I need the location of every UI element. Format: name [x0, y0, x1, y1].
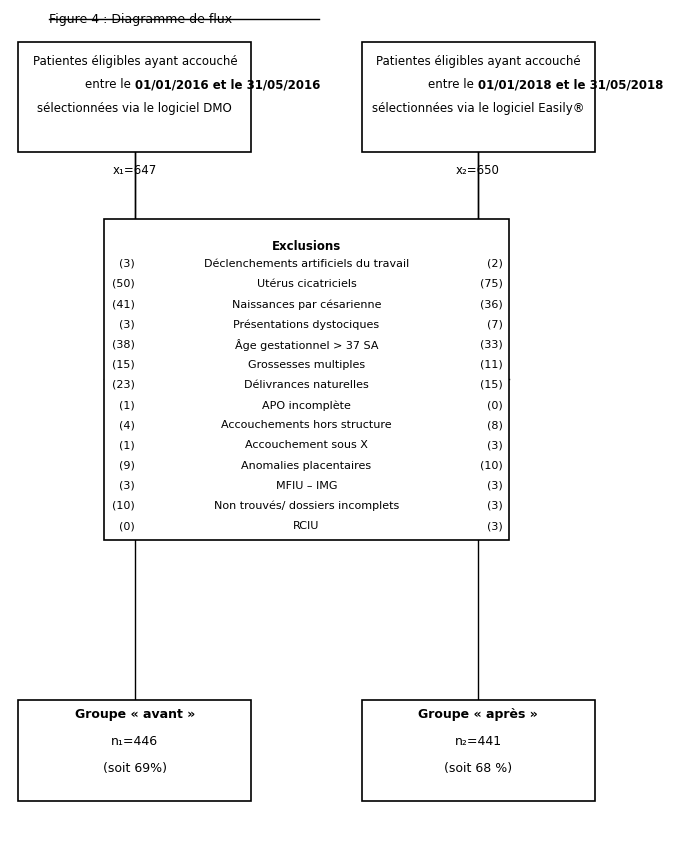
- Text: (soit 69%): (soit 69%): [103, 762, 167, 775]
- Text: Anomalies placentaires: Anomalies placentaires: [241, 460, 372, 470]
- Text: (3): (3): [119, 481, 135, 491]
- FancyBboxPatch shape: [361, 700, 595, 801]
- Text: (15): (15): [112, 360, 135, 370]
- Text: Naissances par césarienne: Naissances par césarienne: [232, 299, 381, 309]
- FancyBboxPatch shape: [18, 700, 251, 801]
- Text: (3): (3): [487, 440, 503, 450]
- Text: x₂=650: x₂=650: [456, 164, 500, 177]
- Text: (15): (15): [480, 380, 503, 389]
- Text: Patientes éligibles ayant accouché: Patientes éligibles ayant accouché: [33, 55, 237, 67]
- FancyBboxPatch shape: [361, 42, 595, 152]
- Text: entre le: entre le: [428, 78, 478, 91]
- Text: MFIU – IMG: MFIU – IMG: [276, 481, 337, 491]
- Text: n₁=446: n₁=446: [111, 735, 158, 748]
- Text: (10): (10): [112, 501, 135, 511]
- Text: (23): (23): [112, 380, 135, 389]
- Text: Utérus cicatriciels: Utérus cicatriciels: [256, 279, 356, 289]
- Text: Accouchement sous X: Accouchement sous X: [245, 440, 368, 450]
- Text: (4): (4): [119, 420, 135, 430]
- Text: Accouchements hors structure: Accouchements hors structure: [221, 420, 391, 430]
- Text: (soit 68 %): (soit 68 %): [444, 762, 512, 775]
- Text: (38): (38): [112, 340, 135, 350]
- Text: entre le: entre le: [85, 78, 135, 91]
- Text: (9): (9): [119, 460, 135, 470]
- Text: (7): (7): [487, 319, 503, 330]
- Text: Patientes éligibles ayant accouché: Patientes éligibles ayant accouché: [376, 55, 580, 67]
- Text: (75): (75): [479, 279, 503, 289]
- Text: (3): (3): [487, 481, 503, 491]
- Text: (50): (50): [112, 279, 135, 289]
- Text: APO incomplète: APO incomplète: [262, 400, 351, 411]
- Text: (3): (3): [487, 521, 503, 531]
- Text: (1): (1): [119, 440, 135, 450]
- Text: sélectionnées via le logiciel DMO: sélectionnées via le logiciel DMO: [38, 102, 232, 115]
- Text: Déclenchements artificiels du travail: Déclenchements artificiels du travail: [204, 259, 409, 269]
- FancyBboxPatch shape: [18, 42, 251, 152]
- Text: 01/01/2016 et le 31/05/2016: 01/01/2016 et le 31/05/2016: [135, 78, 321, 91]
- Text: RCIU: RCIU: [293, 521, 320, 531]
- Text: (3): (3): [487, 501, 503, 511]
- Text: (36): (36): [480, 299, 503, 309]
- Text: n₂=441: n₂=441: [454, 735, 502, 748]
- Text: (41): (41): [112, 299, 135, 309]
- Text: Figure 4 : Diagramme de flux: Figure 4 : Diagramme de flux: [49, 13, 232, 25]
- Text: (3): (3): [119, 259, 135, 269]
- FancyBboxPatch shape: [104, 219, 509, 540]
- Text: (1): (1): [119, 400, 135, 410]
- Text: Délivrances naturelles: Délivrances naturelles: [244, 380, 369, 389]
- Text: Présentations dystociques: Présentations dystociques: [233, 319, 379, 330]
- Text: (2): (2): [487, 259, 503, 269]
- Text: (0): (0): [487, 400, 503, 410]
- Text: Groupe « après »: Groupe « après »: [418, 708, 538, 721]
- Text: (11): (11): [480, 360, 503, 370]
- Text: (0): (0): [119, 521, 135, 531]
- Text: (3): (3): [119, 319, 135, 330]
- Text: 01/01/2018 et le 31/05/2018: 01/01/2018 et le 31/05/2018: [478, 78, 664, 91]
- Text: (33): (33): [480, 340, 503, 350]
- Text: Non trouvés/ dossiers incomplets: Non trouvés/ dossiers incomplets: [214, 501, 399, 512]
- Text: Âge gestationnel > 37 SA: Âge gestationnel > 37 SA: [235, 340, 379, 352]
- Text: sélectionnées via le logiciel Easily®: sélectionnées via le logiciel Easily®: [372, 102, 584, 115]
- Text: (8): (8): [487, 420, 503, 430]
- Text: (10): (10): [480, 460, 503, 470]
- Text: Exclusions: Exclusions: [272, 240, 341, 253]
- Text: Groupe « avant »: Groupe « avant »: [75, 708, 195, 721]
- Text: Grossesses multiples: Grossesses multiples: [248, 360, 365, 370]
- Text: x₁=647: x₁=647: [113, 164, 157, 177]
